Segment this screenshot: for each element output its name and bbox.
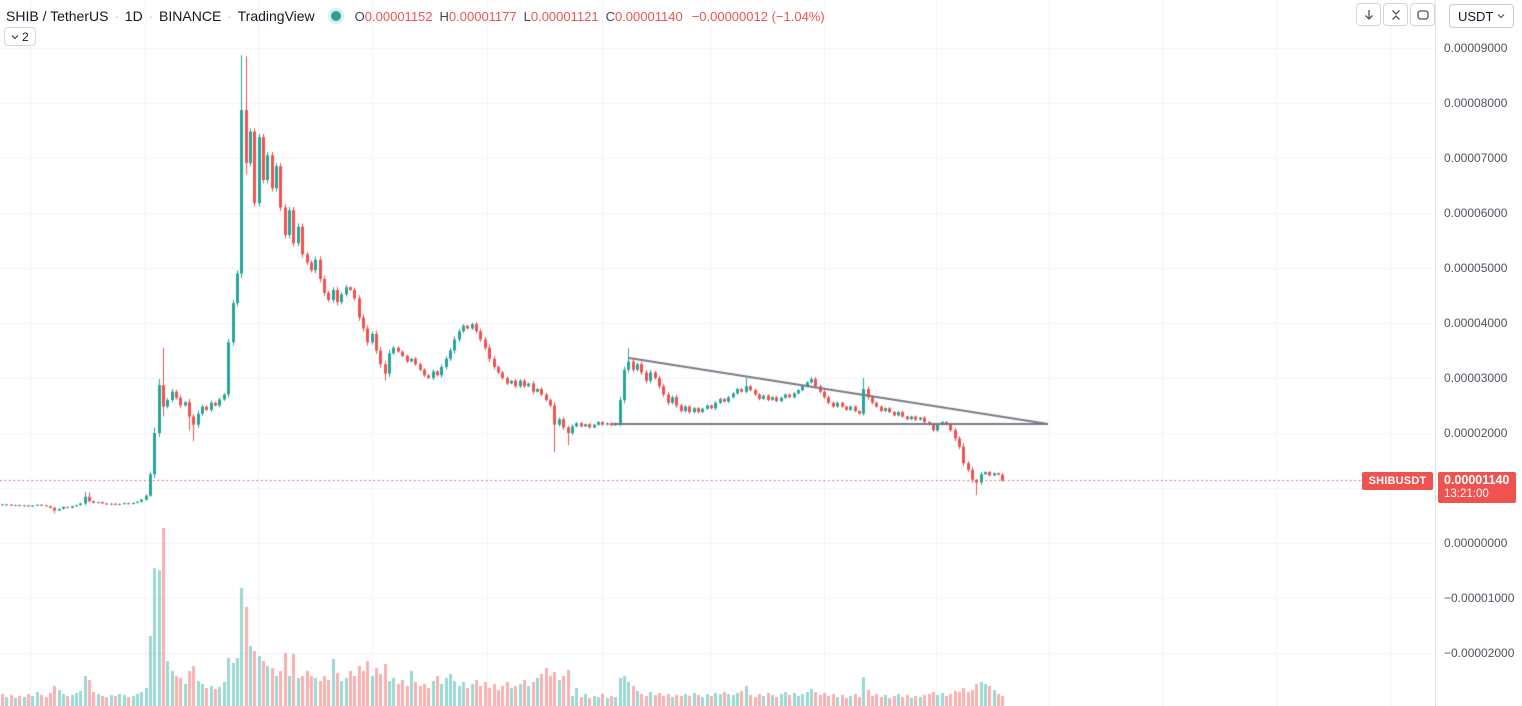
exchange-label: BINANCE [159, 8, 222, 24]
object-count: 2 [22, 29, 29, 44]
legend-collapse-button[interactable]: 2 [4, 27, 36, 46]
close-label: C [605, 8, 615, 24]
y-axis-label: 0.00000000 [1444, 536, 1508, 550]
currency-selector[interactable]: USDT [1449, 4, 1515, 28]
fullscreen-icon [1416, 9, 1429, 20]
close-value: 0.00001140 [614, 8, 683, 24]
price-chart-canvas[interactable] [0, 0, 1435, 706]
scroll-to-recent-button[interactable] [1356, 3, 1381, 26]
y-axis-label: 0.00004000 [1444, 316, 1508, 330]
separator: · [148, 8, 154, 24]
chevron-down-icon [11, 34, 19, 39]
y-axis-label: 0.00002000 [1444, 426, 1508, 440]
y-axis-label: 0.00003000 [1444, 371, 1508, 385]
ohlc-values: O0.00001152 H0.00001177 L0.00001121 C0.0… [355, 9, 825, 24]
collapse-icon [1391, 9, 1400, 20]
current-price-value: 0.00001140 [1444, 473, 1510, 487]
arrow-down-icon [1364, 9, 1373, 20]
separator: · [227, 8, 232, 24]
bar-countdown: 13:21:00 [1444, 488, 1489, 500]
price-line-symbol-tag: SHIBUSDT [1362, 472, 1433, 490]
change-value: −0.00000012 (−1.04%) [691, 8, 825, 24]
chart-legend: SHIB / TetherUS · 1D · BINANCE · Trading… [6, 6, 825, 26]
y-axis-label: 0.00005000 [1444, 261, 1508, 275]
current-price-label: 0.00001140 13:21:00 [1438, 472, 1516, 503]
y-axis-label: −0.00002000 [1444, 646, 1515, 660]
fullscreen-button[interactable] [1410, 3, 1435, 26]
y-axis-label: 0.00008000 [1444, 96, 1508, 110]
low-label: L [523, 8, 531, 24]
collapse-pane-button[interactable] [1383, 3, 1408, 26]
symbol-title[interactable]: SHIB / TetherUS [6, 8, 109, 24]
low-value: 0.00001121 [530, 8, 599, 24]
y-axis-label: 0.00009000 [1444, 41, 1508, 55]
y-axis-label: −0.00001000 [1444, 591, 1515, 605]
high-label: H [439, 8, 449, 24]
chart-toolbar [1356, 3, 1435, 26]
separator: · [114, 8, 119, 24]
chevron-down-icon [1497, 14, 1505, 19]
price-axis[interactable]: 0.00009000 0.00008000 0.00007000 0.00006000… [1435, 0, 1522, 706]
currency-label: USDT [1458, 8, 1494, 24]
platform-label[interactable]: TradingView [237, 8, 315, 24]
open-value: 0.00001152 [364, 8, 433, 24]
y-axis-label: 0.00007000 [1444, 151, 1508, 165]
y-axis-label: 0.00006000 [1444, 206, 1508, 220]
open-label: O [354, 8, 365, 24]
market-status-icon [330, 11, 341, 21]
high-value: 0.00001177 [448, 8, 517, 24]
interval-label[interactable]: 1D [124, 8, 143, 24]
